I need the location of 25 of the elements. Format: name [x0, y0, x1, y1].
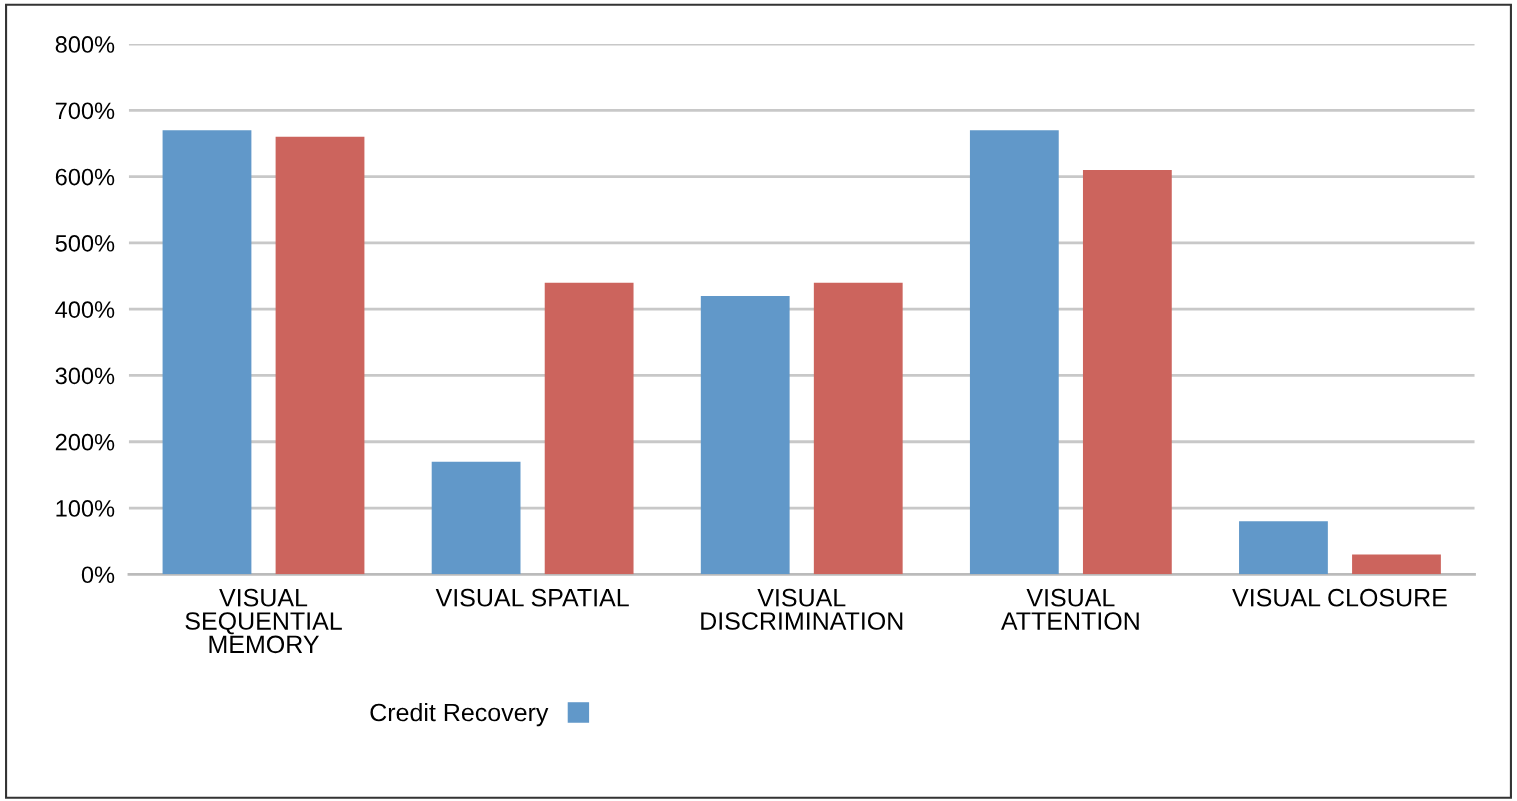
bar — [275, 136, 365, 575]
x-tick-label: VISUAL CLOSURE — [1232, 588, 1447, 607]
y-tick-label: 0% — [81, 566, 115, 584]
y-tick-label: 300% — [55, 367, 115, 385]
x-tick-label: VISUAL DISCRIMINATION — [701, 588, 903, 630]
bar — [162, 130, 252, 575]
y-tick-label: 600% — [55, 168, 115, 186]
bar — [1352, 554, 1441, 575]
legend-label: Credit Recovery — [370, 703, 549, 727]
y-tick-label: 200% — [55, 433, 115, 451]
y-tick-label: 500% — [55, 234, 115, 252]
y-tick-label: 700% — [55, 102, 115, 120]
y-tick-label: 100% — [56, 500, 115, 517]
x-tick-label: VISUAL SPATIAL — [435, 588, 629, 607]
bar — [544, 282, 634, 575]
y-tick-label: 400% — [55, 301, 115, 318]
bar — [813, 282, 903, 575]
bar — [700, 295, 790, 575]
bar — [969, 130, 1059, 575]
x-tick-label: VISUAL SEQUENTIAL MEMORY — [185, 588, 342, 654]
bar — [1082, 169, 1172, 575]
x-tick-label: VISUAL ATTENTION — [1000, 588, 1139, 630]
bar — [431, 461, 521, 575]
y-tick-label: 800% — [55, 36, 115, 53]
bar — [1239, 521, 1328, 575]
